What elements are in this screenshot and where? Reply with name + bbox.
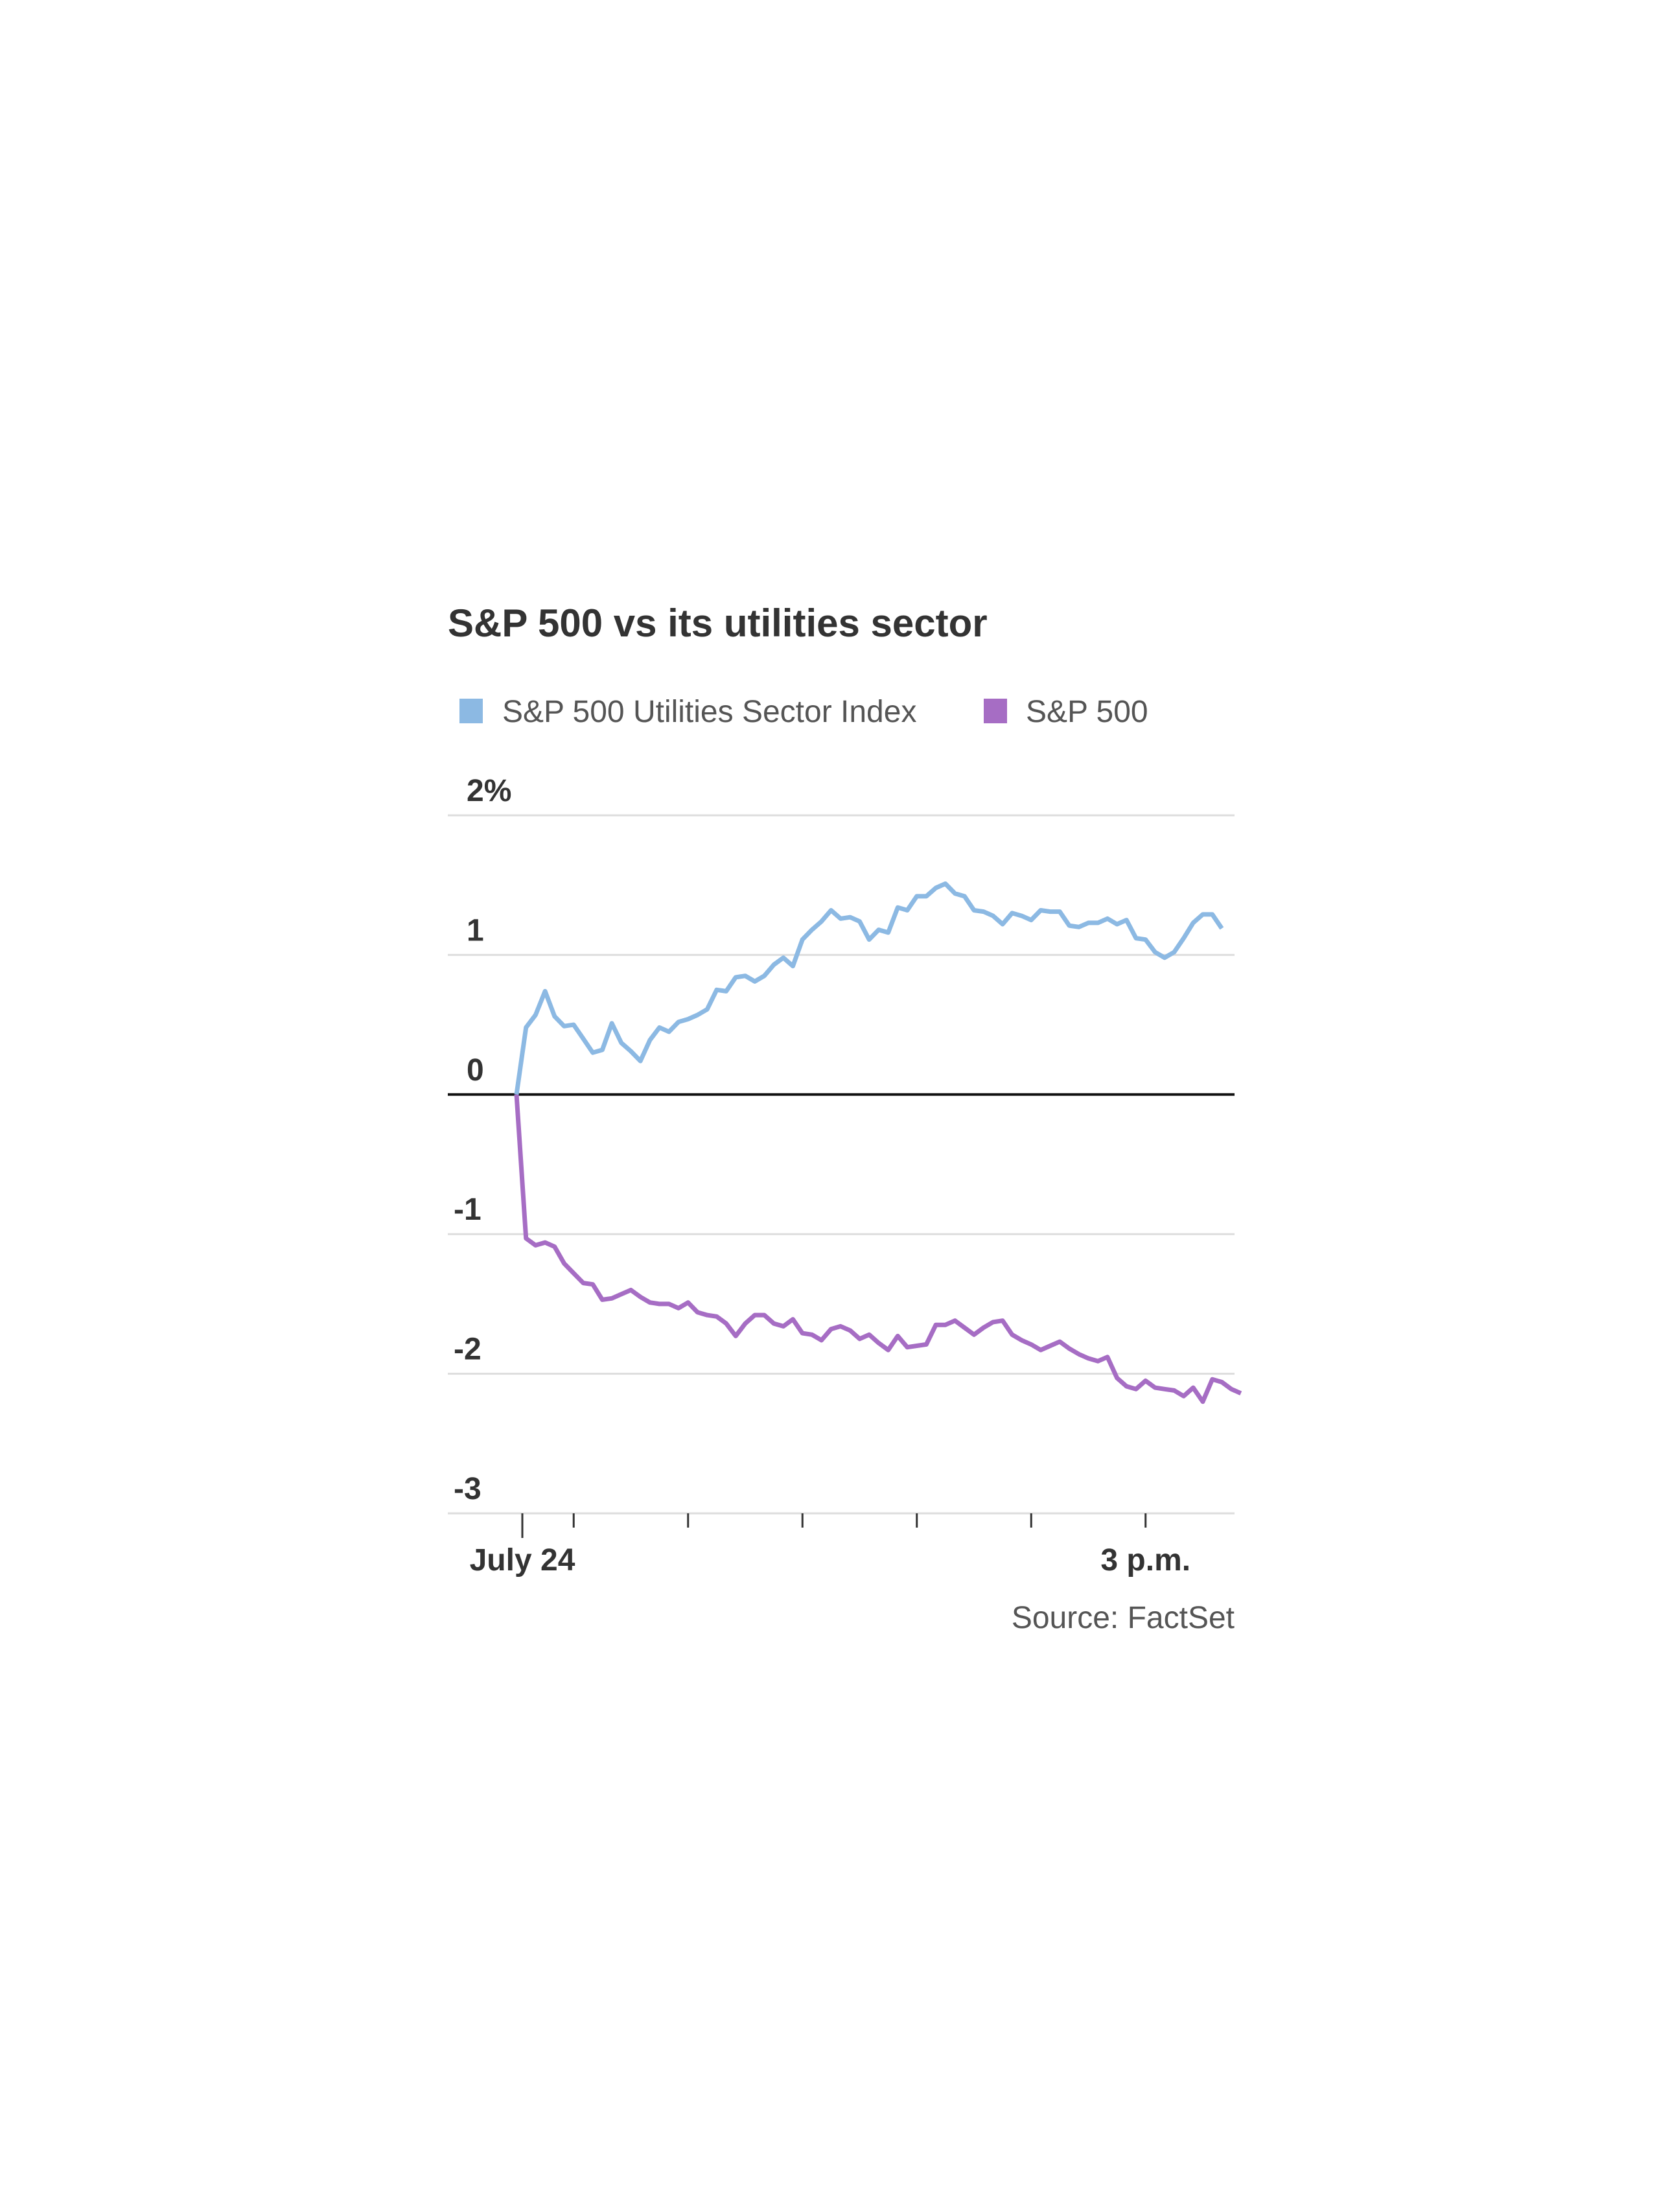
legend-swatch-utilities — [459, 699, 483, 723]
y-tick-label: 1 — [467, 913, 484, 948]
y-tick-label: 0 — [467, 1053, 484, 1088]
x-tick-label: 3 p.m. — [1100, 1543, 1190, 1578]
y-tick-label: -3 — [454, 1472, 481, 1506]
legend-label-sp500: S&P 500 — [1026, 695, 1148, 729]
y-tick-label: -1 — [454, 1193, 481, 1227]
x-tick-label: July 24 — [470, 1543, 575, 1578]
legend: S&P 500 Utilities Sector Index S&P 500 — [459, 695, 1148, 729]
series-lines — [514, 881, 1242, 1404]
x-axis: July 24 3 p.m. — [470, 1513, 1190, 1578]
source-note: Source: FactSet — [1012, 1601, 1235, 1635]
y-axis-labels: 2% 1 0 -1 -2 -3 — [454, 774, 511, 1506]
gridlines — [448, 814, 1235, 1515]
y-tick-label: -2 — [454, 1333, 481, 1367]
series-line-sp500 — [514, 1094, 1242, 1404]
legend-swatch-sp500 — [984, 699, 1007, 723]
series-line-utilities — [514, 881, 1224, 1095]
y-tick-label: 2% — [467, 774, 511, 808]
chart-title: S&P 500 vs its utilities sector — [448, 601, 988, 645]
legend-label-utilities: S&P 500 Utilities Sector Index — [502, 695, 916, 729]
